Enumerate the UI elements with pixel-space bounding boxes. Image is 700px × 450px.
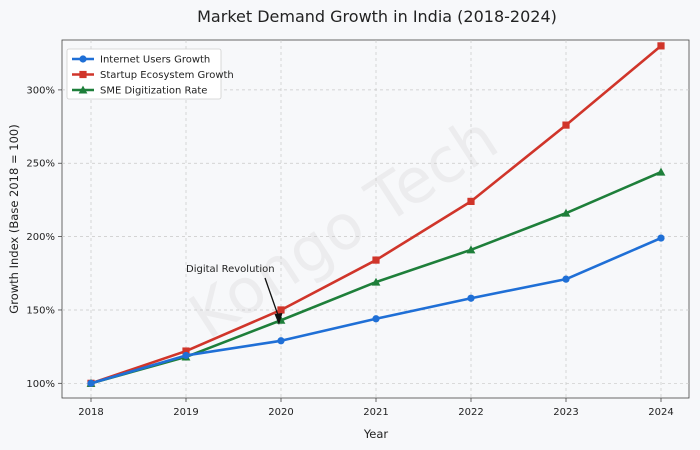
data-point bbox=[277, 306, 285, 314]
chart-title: Market Demand Growth in India (2018-2024… bbox=[197, 7, 557, 26]
legend-box bbox=[66, 48, 222, 100]
x-tick-label: 2024 bbox=[648, 407, 673, 418]
legend-swatch-marker bbox=[78, 85, 88, 94]
legend-item: SME Digitization Rate bbox=[72, 86, 207, 97]
legend-item: Startup Ecosystem Growth bbox=[72, 70, 234, 81]
x-axis-ticks: 2018 2019 2020 2021 2022 2023 2024 bbox=[78, 398, 674, 418]
data-point bbox=[657, 234, 665, 242]
x-tick-label: 2019 bbox=[173, 407, 198, 418]
data-point bbox=[182, 347, 190, 355]
legend-label: SME Digitization Rate bbox=[100, 86, 207, 97]
legend-label: Startup Ecosystem Growth bbox=[100, 70, 234, 81]
data-point bbox=[562, 275, 570, 283]
annotation-arrow bbox=[264, 277, 280, 319]
plot-area bbox=[61, 39, 690, 399]
data-point bbox=[562, 121, 570, 129]
data-point bbox=[656, 167, 666, 176]
x-tick-label: 2021 bbox=[363, 407, 388, 418]
data-point bbox=[467, 294, 475, 302]
data-point bbox=[182, 351, 190, 360]
data-point bbox=[466, 245, 476, 254]
series-layer bbox=[86, 42, 666, 387]
x-tick-label: 2022 bbox=[458, 407, 483, 418]
legend-swatch-marker bbox=[79, 70, 87, 79]
y-axis-ticks: 100% 150% 200% 250% 300% bbox=[26, 85, 62, 390]
x-axis-label: Year bbox=[363, 427, 389, 441]
y-tick-label: 300% bbox=[26, 85, 55, 96]
x-tick-label: 2018 bbox=[78, 407, 103, 418]
data-point bbox=[372, 256, 380, 264]
y-tick-label: 250% bbox=[26, 159, 55, 170]
data-point bbox=[277, 337, 285, 345]
annotation-text: Digital Revolution bbox=[186, 264, 275, 275]
x-tick-label: 2020 bbox=[268, 407, 293, 418]
series-internet-users-growth bbox=[87, 234, 665, 387]
data-point bbox=[87, 379, 95, 387]
x-tick-label: 2023 bbox=[553, 407, 578, 418]
y-tick-label: 100% bbox=[26, 379, 55, 390]
data-point bbox=[467, 197, 475, 205]
y-tick-label: 150% bbox=[26, 305, 55, 316]
data-point bbox=[372, 315, 380, 323]
data-point bbox=[657, 42, 665, 50]
y-axis-label: Growth Index (Base 2018 = 100) bbox=[7, 124, 21, 313]
watermark: Kongo Tech bbox=[176, 101, 510, 353]
legend: Internet Users Growth Startup Ecosystem G… bbox=[66, 48, 234, 100]
legend-item: Internet Users Growth bbox=[72, 55, 210, 66]
legend-label: Internet Users Growth bbox=[100, 55, 210, 66]
data-point bbox=[561, 208, 571, 217]
legend-swatch-marker bbox=[79, 55, 87, 63]
annotation: Digital Revolution bbox=[186, 264, 283, 325]
data-point bbox=[371, 277, 381, 286]
annotation-arrowhead bbox=[274, 313, 283, 325]
y-tick-label: 200% bbox=[26, 232, 55, 243]
